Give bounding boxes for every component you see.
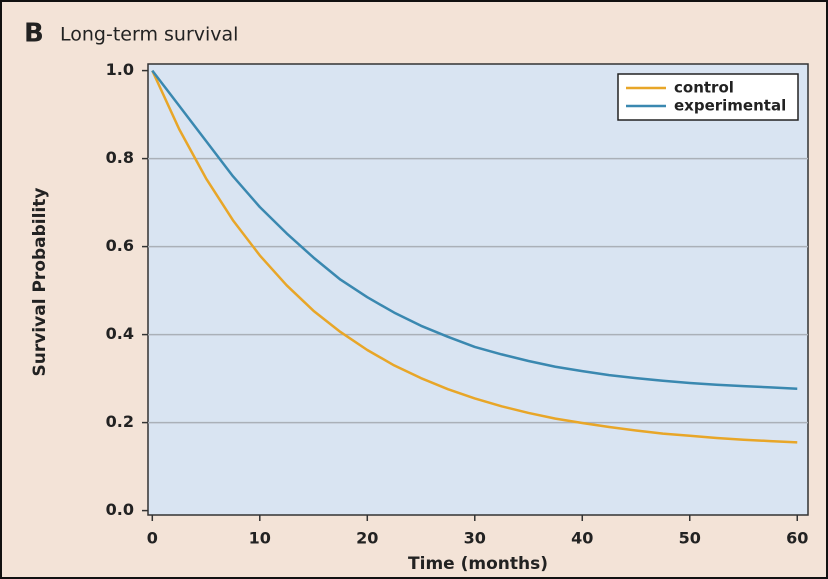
plot-area	[147, 63, 809, 516]
x-tick-label: 50	[679, 529, 701, 548]
y-tick-label: 1.0	[106, 60, 134, 79]
x-tick-label: 40	[571, 529, 593, 548]
y-tick-label: 0.4	[106, 324, 134, 343]
x-tick-label: 0	[147, 529, 158, 548]
x-tick-label: 30	[464, 529, 486, 548]
y-tick-label: 0.6	[106, 236, 134, 255]
legend-box	[617, 73, 799, 121]
x-axis-label: Time (months)	[408, 554, 548, 574]
panel-label: B	[24, 19, 44, 49]
y-tick-label: 0.8	[106, 148, 134, 167]
x-tick-label: 10	[249, 529, 271, 548]
y-tick-label: 0.2	[106, 412, 134, 431]
chart-title: Long-term survival	[60, 24, 238, 46]
legend-label: control	[674, 79, 734, 97]
legend-label: experimental	[674, 97, 786, 115]
x-tick-label: 60	[786, 529, 808, 548]
series-line	[151, 70, 798, 444]
series-line	[151, 69, 798, 390]
y-tick-label: 0.0	[106, 500, 134, 519]
x-tick-label: 20	[356, 529, 378, 548]
y-axis-label: Survival Probability	[30, 188, 50, 377]
